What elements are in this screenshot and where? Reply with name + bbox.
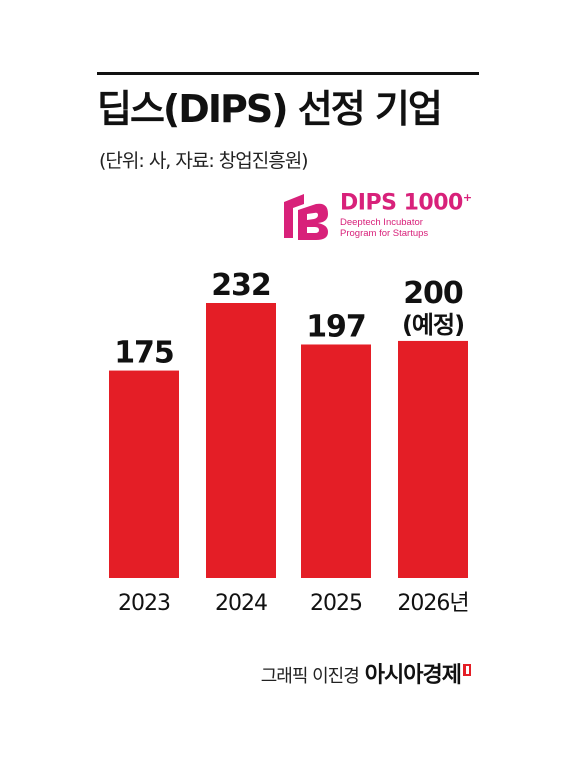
top-rule — [97, 72, 479, 75]
category-label: 2026년 — [397, 591, 468, 616]
outlet-flag-icon — [463, 664, 471, 676]
bar-2023 — [109, 370, 179, 578]
graphic-credit: 그래픽 이진경 — [260, 666, 360, 687]
bar-2024 — [206, 303, 276, 578]
bar-2025 — [301, 344, 371, 578]
value-label: 197 — [306, 309, 366, 344]
value-label: 200 — [403, 276, 463, 311]
logo-description: Deeptech Incubator Program for Startups — [340, 217, 428, 239]
outlet-name: 아시아경제 — [364, 663, 462, 688]
dips-mark-icon — [284, 194, 328, 240]
value-label: 232 — [211, 268, 271, 303]
category-label: 2025 — [310, 591, 362, 616]
logo-desc-line2: Program for Startups — [340, 228, 429, 239]
value-label: 175 — [114, 336, 174, 371]
logo-brand: DIPS 1000+ — [340, 190, 472, 216]
footer: 그래픽 이진경 아시아경제 — [261, 664, 471, 687]
dips-logo: DIPS 1000+ Deeptech Incubator Program fo… — [280, 192, 480, 242]
category-label: 2023 — [118, 591, 170, 616]
bar-2026년 — [398, 340, 468, 578]
category-label: 2024 — [215, 591, 267, 616]
value-note: (예정) — [402, 311, 464, 339]
chart-subtitle: (단위: 사, 자료: 창업진흥원) — [99, 150, 309, 172]
chart-title: 딥스(DIPS) 선정 기업 — [97, 87, 443, 131]
logo-desc-line1: Deeptech Incubator — [340, 217, 423, 228]
